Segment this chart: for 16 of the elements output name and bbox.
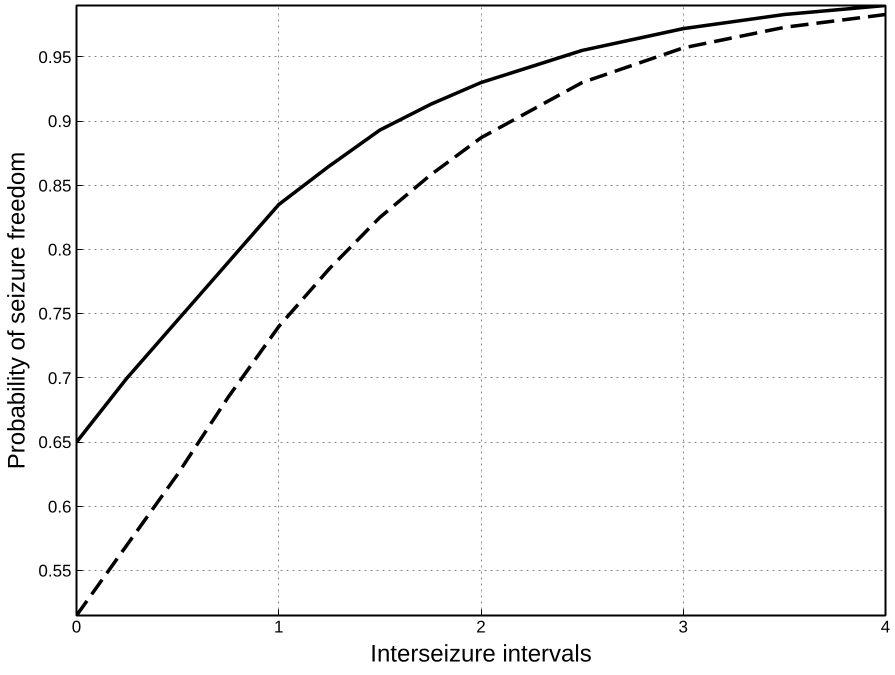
x-tick-label: 4 — [880, 618, 890, 636]
y-axis-title: Probability of seizure freedom — [3, 152, 30, 470]
y-tick-label: 0.95 — [38, 48, 72, 67]
y-tick-label: 0.9 — [48, 112, 72, 132]
y-tick-label: 0.55 — [38, 562, 72, 581]
x-tick-label: 3 — [678, 618, 688, 636]
x-tick-label: 0 — [72, 618, 82, 636]
y-tick-label: 0.6 — [48, 497, 72, 516]
y-tick-label: 0.7 — [48, 368, 72, 388]
y-tick-label: 0.65 — [38, 433, 72, 452]
x-axis-title: Interseizure intervals — [370, 640, 592, 668]
x-tick-label: 1 — [274, 618, 284, 636]
y-tick-label: 0.75 — [38, 304, 72, 324]
x-tick-label: 2 — [476, 618, 486, 636]
y-tick-label: 0.8 — [48, 240, 72, 260]
y-tick-label: 0.85 — [38, 176, 72, 196]
